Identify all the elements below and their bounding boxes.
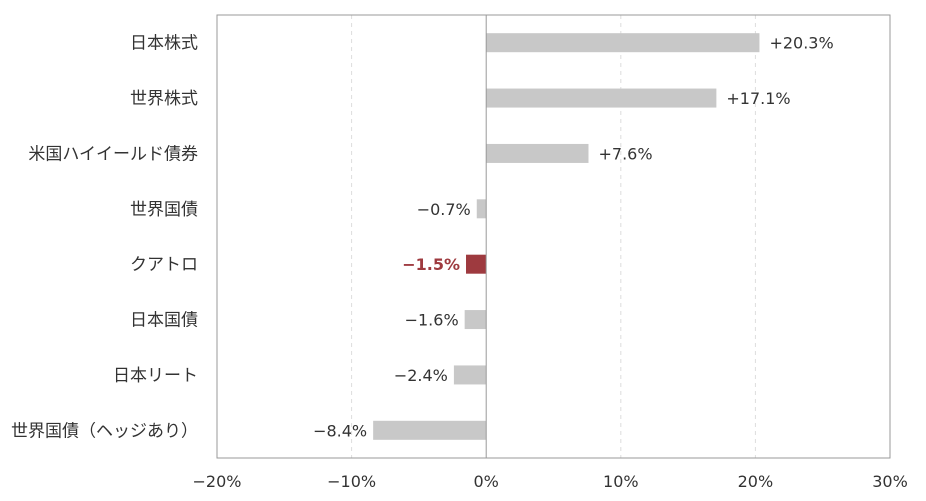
- category-label: 日本リート: [113, 366, 198, 386]
- plot-border: [216, 14, 891, 459]
- category-label: 米国ハイイールド債券: [28, 144, 198, 164]
- x-tick-labels: −20% −10% 0% 10% 20% 30%: [193, 472, 908, 491]
- bar: [466, 254, 487, 274]
- bar: [486, 33, 760, 53]
- bar: [373, 420, 487, 440]
- value-label: −2.4%: [394, 366, 448, 385]
- x-tick-label: 0%: [474, 472, 499, 491]
- category-label: 日本国債: [130, 311, 198, 331]
- value-labels: +20.3% +17.1% +7.6% −0.7% −1.5% −1.6% −2.4% −8.…: [313, 34, 834, 441]
- category-label: 世界国債（ヘッジあり）: [11, 421, 198, 441]
- value-label: +20.3%: [769, 34, 833, 53]
- bar: [486, 143, 589, 163]
- plot-frame: [216, 14, 891, 459]
- bar: [486, 88, 717, 108]
- value-label: −1.5%: [402, 255, 460, 274]
- x-tick-label: 10%: [603, 472, 639, 491]
- category-label: 世界国債: [130, 200, 198, 220]
- value-label: −0.7%: [417, 200, 471, 219]
- x-tick-label: −10%: [327, 472, 376, 491]
- value-label: +7.6%: [598, 144, 652, 163]
- bars: [373, 33, 760, 440]
- category-label: クアトロ: [130, 255, 198, 275]
- x-tick-label: −20%: [193, 472, 242, 491]
- x-tick-label: 20%: [738, 472, 774, 491]
- value-label: −1.6%: [405, 311, 459, 330]
- bar: [464, 310, 487, 330]
- value-label: −8.4%: [313, 421, 367, 440]
- bar: [453, 365, 487, 385]
- category-labels: 日本株式世界株式米国ハイイールド債券世界国債クアトロ日本国債日本リート世界国債（…: [11, 34, 198, 442]
- bar: [476, 199, 487, 219]
- category-label: 世界株式: [130, 89, 198, 109]
- category-label: 日本株式: [130, 34, 198, 54]
- x-tick-label: 30%: [872, 472, 908, 491]
- value-label: +17.1%: [726, 89, 790, 108]
- grid-lines: [351, 15, 756, 458]
